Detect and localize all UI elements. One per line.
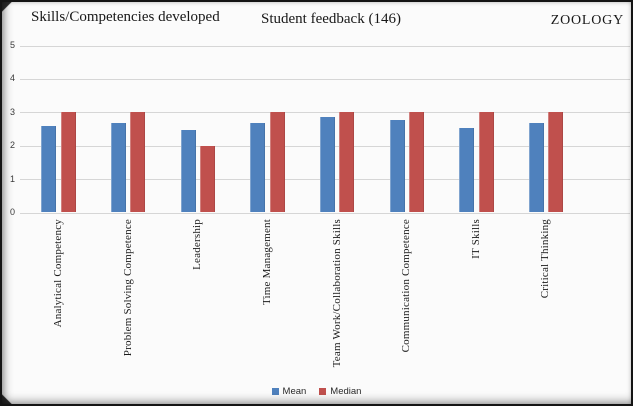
bar-mean-6 <box>459 127 475 213</box>
bar-mean-7 <box>528 122 544 213</box>
x-axis-label-wrap-2: Leadership <box>185 219 211 270</box>
legend-item-median: Median <box>319 386 361 397</box>
legend: Mean Median <box>2 386 631 397</box>
bar-median-4 <box>339 112 355 213</box>
x-axis-label-7: Critical Thinking <box>539 219 552 299</box>
x-axis-label-wrap-7: Critical Thinking <box>533 219 559 298</box>
bar-median-6 <box>478 112 494 213</box>
bar-median-0 <box>60 112 76 213</box>
x-axis-label-4: Team Work/Collaboration Skills <box>330 219 343 368</box>
x-axis-label-wrap-1: Problem Solving Competence <box>115 219 141 356</box>
x-axis-label-1: Problem Solving Competence <box>121 219 134 357</box>
bar-mean-2 <box>180 129 196 213</box>
y-axis-tick-1: 1 <box>9 173 15 184</box>
y-axis-tick-5: 5 <box>9 40 15 50</box>
bar-median-5 <box>408 112 424 213</box>
y-axis-tick-2: 2 <box>9 140 15 151</box>
legend-item-mean: Mean <box>271 386 307 397</box>
legend-swatch-mean <box>271 388 279 395</box>
x-axis-label-wrap-5: Communication Competence <box>394 219 420 352</box>
x-axis-label-wrap-4: Team Work/Collaboration Skills <box>324 219 350 367</box>
bar-median-1 <box>130 112 146 213</box>
bar-median-7 <box>548 112 564 213</box>
y-axis-tick-3: 3 <box>9 106 15 117</box>
x-axis-label-3: Time Management <box>260 219 273 305</box>
legend-label-median: Median <box>330 386 362 397</box>
x-axis-label-wrap-3: Time Management <box>254 219 280 305</box>
legend-label-mean: Mean <box>282 386 307 397</box>
gridline-0 <box>20 212 630 214</box>
bar-median-2 <box>199 145 215 213</box>
y-axis-tick-0: 0 <box>9 207 15 217</box>
chart-subtitle-skills: Skills/Competencies developed <box>31 9 220 25</box>
x-axis-label-wrap-6: IT Skills <box>463 219 489 259</box>
gridline-3 <box>20 112 630 114</box>
bar-mean-5 <box>389 119 405 213</box>
bar-mean-1 <box>110 122 126 213</box>
chart-annotation-zoology: ZOOLOGY <box>550 13 624 28</box>
bar-median-3 <box>269 112 285 213</box>
chart-title-student-feedback: Student feedback (146) <box>261 11 401 27</box>
legend-swatch-median <box>319 388 327 395</box>
x-axis-label-5: Communication Competence <box>400 219 413 353</box>
x-axis-label-0: Analytical Competency <box>52 219 64 328</box>
bar-mean-0 <box>41 125 57 213</box>
x-axis-label-2: Leadership <box>191 219 204 270</box>
gridline-4 <box>20 78 630 80</box>
bar-mean-4 <box>319 116 335 213</box>
y-axis-tick-4: 4 <box>9 73 15 84</box>
bar-mean-3 <box>250 122 266 213</box>
x-axis-label-6: IT Skills <box>469 219 482 259</box>
gridline-5 <box>20 45 630 47</box>
x-axis-label-wrap-0: Analytical Competency <box>46 219 72 327</box>
